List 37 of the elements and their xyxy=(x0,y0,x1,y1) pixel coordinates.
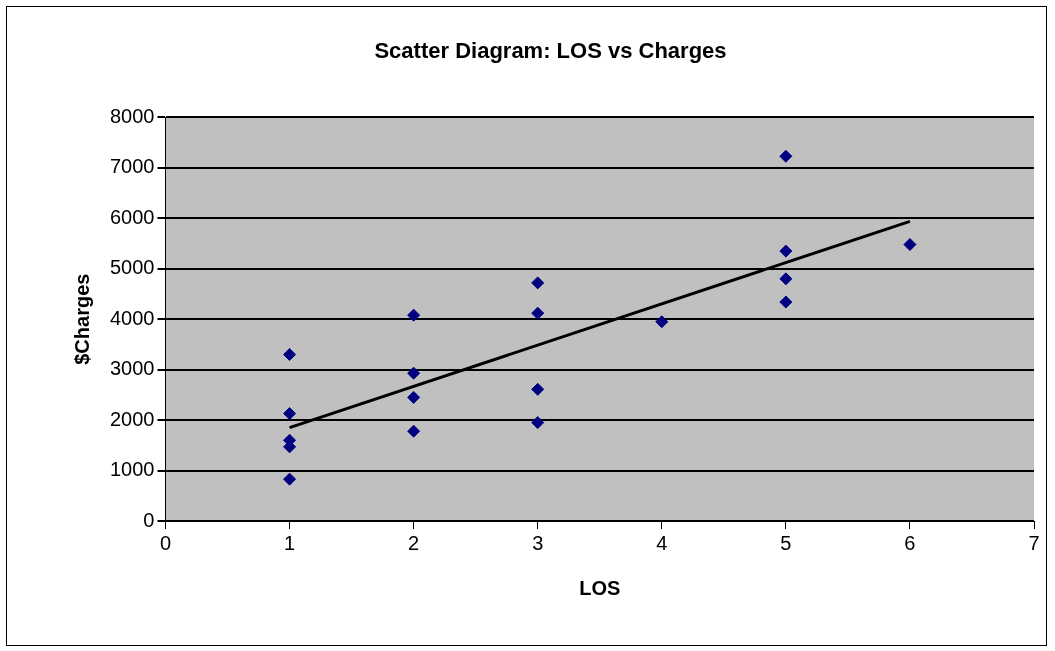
point xyxy=(531,276,545,290)
point xyxy=(531,306,545,320)
y-tick-label: 8000 xyxy=(109,104,155,127)
x-tick-label: 6 xyxy=(904,531,916,554)
y-tick-label: 5000 xyxy=(109,256,155,279)
y-tick-label: 1000 xyxy=(109,458,155,481)
y-axis-title: $Charges xyxy=(70,273,93,365)
point xyxy=(407,424,421,438)
x-tick-label: 1 xyxy=(284,531,296,554)
point xyxy=(531,416,545,430)
point xyxy=(531,382,545,396)
point xyxy=(655,315,669,329)
x-tick-label: 0 xyxy=(159,531,172,554)
point xyxy=(779,244,793,258)
x-tick-label: 4 xyxy=(656,531,668,554)
point xyxy=(283,348,297,362)
x-tick-label: 2 xyxy=(408,531,420,554)
point xyxy=(779,149,793,163)
point xyxy=(903,238,917,252)
chart-title: Scatter Diagram: LOS vs Charges xyxy=(374,38,727,64)
point xyxy=(283,407,297,421)
y-tick-label: 0 xyxy=(143,508,155,531)
x-axis-title: LOS xyxy=(579,576,621,599)
x-tick-label: 7 xyxy=(1028,531,1040,554)
point xyxy=(779,272,793,286)
point xyxy=(407,366,421,380)
y-tick-label: 3000 xyxy=(109,357,155,380)
y-tick-label: 6000 xyxy=(109,205,155,228)
y-tick-label: 4000 xyxy=(109,306,155,329)
point xyxy=(283,472,297,486)
y-tick-label: 2000 xyxy=(109,407,155,430)
x-tick-label: 5 xyxy=(780,531,792,554)
y-tick-label: 7000 xyxy=(109,155,155,178)
x-tick-label: 3 xyxy=(532,531,544,554)
point xyxy=(779,295,793,309)
point xyxy=(407,390,421,404)
point xyxy=(407,308,421,322)
